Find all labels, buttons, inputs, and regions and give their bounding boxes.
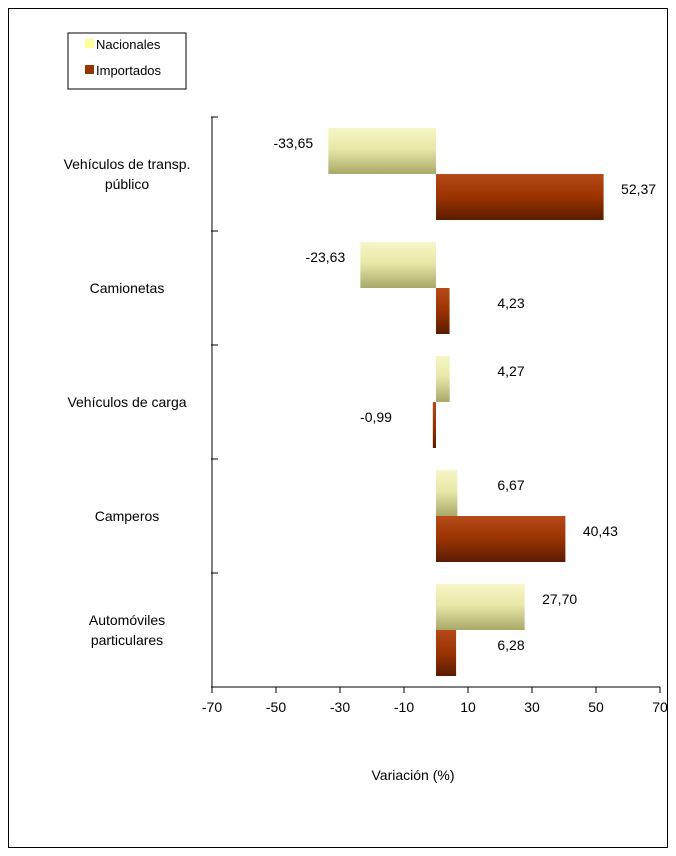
x-tick-label: 10	[460, 699, 476, 715]
category-label-line: particulares	[91, 632, 163, 648]
x-tick-label: -10	[394, 699, 414, 715]
x-tick-label: 30	[524, 699, 540, 715]
bar-nacionales-vehiculos-de-carga	[436, 356, 450, 402]
category-label-line: Vehículos de carga	[67, 394, 186, 410]
category-label-line: público	[105, 176, 150, 192]
legend-swatch-importados	[85, 65, 94, 74]
x-tick-label: -70	[202, 699, 222, 715]
data-label: 40,43	[583, 523, 618, 539]
bar-nacionales-vehiculos-de-transp-publico	[328, 128, 436, 174]
legend: Nacionales Importados	[67, 32, 187, 90]
legend-label-nacionales: Nacionales	[96, 37, 161, 52]
category-label-line: Camionetas	[90, 280, 165, 296]
x-tick-label: 70	[652, 699, 668, 715]
x-axis-title: Variación (%)	[372, 767, 455, 783]
category-label-vehiculos-de-transp-publico: Vehículos de transp. público	[64, 156, 191, 192]
bar-importados-automoviles-particulares	[436, 630, 457, 676]
bar-nacionales-camperos	[436, 470, 458, 516]
bar-nacionales-automoviles-particulares	[436, 584, 525, 630]
data-label: -33,65	[273, 135, 313, 151]
plot-area: -70 -50 -30 -10 10 30 50 70 Vehículos de transp.…	[64, 116, 668, 715]
data-label: 6,67	[497, 477, 524, 493]
category-label-camionetas: Camionetas	[90, 280, 165, 296]
legend-label-importados: Importados	[96, 63, 162, 78]
bar-importados-camionetas	[436, 288, 450, 334]
x-tick-label: -30	[330, 699, 350, 715]
category-label-line: Camperos	[95, 508, 160, 524]
bar-nacionales-camionetas	[360, 242, 436, 288]
bar-importados-camperos	[436, 516, 566, 562]
bar-importados-vehiculos-de-carga	[432, 402, 436, 448]
data-label: 52,37	[621, 181, 656, 197]
legend-swatch-nacionales	[85, 39, 94, 48]
category-label-camperos: Camperos	[95, 508, 160, 524]
category-label-vehiculos-de-carga: Vehículos de carga	[67, 394, 186, 410]
category-label-line: Automóviles	[89, 612, 165, 628]
data-label: 4,23	[497, 295, 524, 311]
category-label-automoviles-particulares: Automóviles particulares	[89, 612, 165, 648]
data-label: 27,70	[542, 591, 577, 607]
data-label: 4,27	[497, 363, 524, 379]
data-label: -23,63	[306, 249, 346, 265]
data-label: 6,28	[497, 637, 524, 653]
bar-importados-vehiculos-de-transp-publico	[436, 174, 604, 220]
x-tick-label: -50	[266, 699, 286, 715]
category-label-line: Vehículos de transp.	[64, 156, 191, 172]
data-label: -0,99	[360, 409, 392, 425]
x-tick-label: 50	[588, 699, 604, 715]
